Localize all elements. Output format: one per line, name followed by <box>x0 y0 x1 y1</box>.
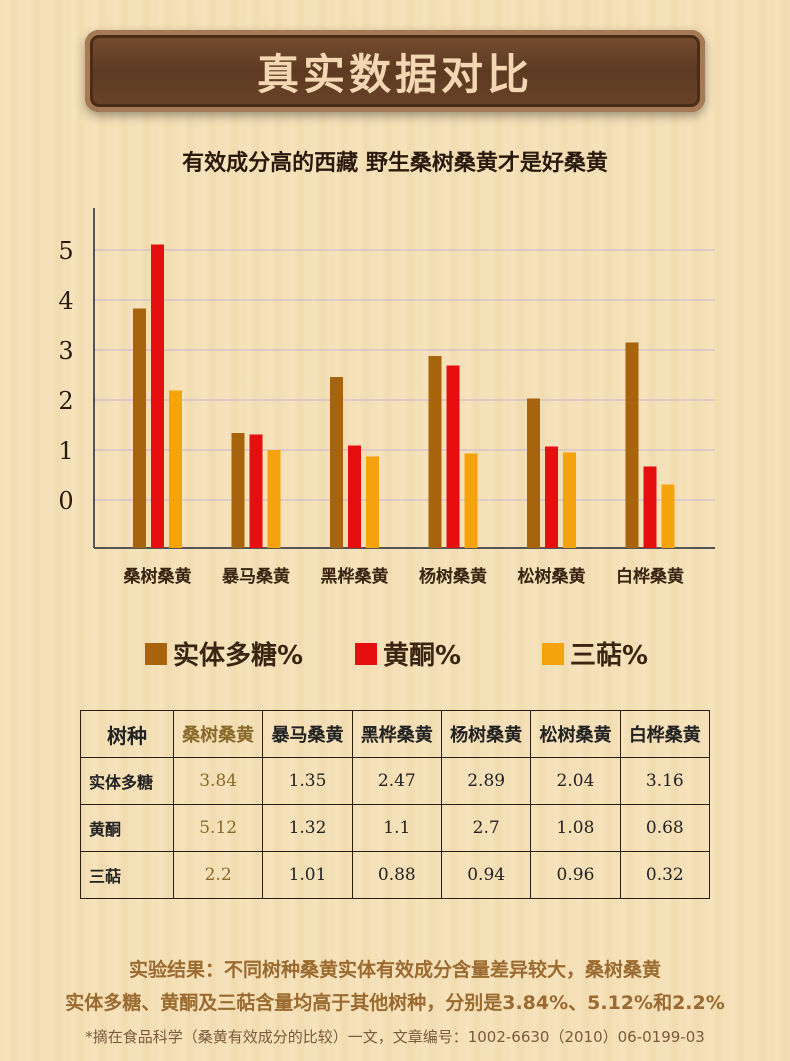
table-cell: 0.68 <box>619 804 711 852</box>
x-tick-label: 暴马桑黄 <box>221 566 290 587</box>
bar <box>348 445 361 548</box>
legend-item-flavone: 黄酮% <box>355 635 461 672</box>
table-row-label: 三萜 <box>80 851 174 899</box>
table-row-label: 黄酮 <box>80 804 174 852</box>
table-row: 黄酮 5.12 1.32 1.1 2.7 1.08 0.68 <box>80 804 711 852</box>
conclusion-line-1: 实验结果：不同树种桑黄实体有效成分含量差异较大，桑树桑黄 <box>128 959 661 981</box>
table-cell: 2.2 <box>172 851 264 899</box>
table-cell: 1.32 <box>262 804 353 852</box>
comparison-table: 树种 桑树桑黄 暴马桑黄 黑桦桑黄 杨树桑黄 松树桑黄 白桦桑黄 实体多糖 3.… <box>80 710 711 899</box>
bar <box>267 450 281 548</box>
table-header: 暴马桑黄 <box>262 710 353 758</box>
table-header: 杨树桑黄 <box>440 710 532 758</box>
bar <box>330 377 343 548</box>
y-tick-label: 3 <box>58 337 73 365</box>
x-tick-label: 桑树桑黄 <box>124 566 192 587</box>
title-banner: 真实数据对比 <box>85 30 705 112</box>
x-tick-label: 黑桦桑黄 <box>321 566 389 587</box>
bar <box>151 244 164 548</box>
bar <box>428 356 442 548</box>
bar <box>464 453 478 548</box>
table-cell: 0.32 <box>619 851 711 899</box>
table-row: 实体多糖 3.84 1.35 2.47 2.89 2.04 3.16 <box>80 757 711 805</box>
table-cell: 5.12 <box>172 804 264 852</box>
bar <box>231 433 245 548</box>
table-cell: 2.7 <box>440 804 532 852</box>
table-header-row: 树种 桑树桑黄 暴马桑黄 黑桦桑黄 杨树桑黄 松树桑黄 白桦桑黄 <box>80 710 711 758</box>
bar <box>661 484 675 548</box>
x-tick-label: 松树桑黄 <box>518 566 586 587</box>
table-cell: 3.84 <box>172 757 264 805</box>
table-cell: 2.04 <box>530 757 621 805</box>
conclusion-line-2: 实体多糖、黄酮及三萜含量均高于其他树种，分别是3.84%、5.12%和2.2% <box>65 992 725 1014</box>
chart-subtitle: 有效成分高的西藏 野生桑树桑黄才是好桑黄 <box>182 151 608 176</box>
table-cell: 1.08 <box>530 804 621 852</box>
page-title: 真实数据对比 <box>256 49 533 99</box>
table-cell: 0.88 <box>351 851 442 899</box>
table-header: 黑桦桑黄 <box>351 710 442 758</box>
table-corner-header: 树种 <box>80 710 174 758</box>
bar <box>625 342 639 548</box>
legend-swatch <box>355 642 377 665</box>
table-cell: 0.94 <box>440 851 532 899</box>
table-row: 三萜 2.2 1.01 0.88 0.94 0.96 0.32 <box>80 851 711 899</box>
table-header: 松树桑黄 <box>530 710 621 758</box>
bar <box>249 434 263 548</box>
table-cell: 1.35 <box>262 757 353 805</box>
table-row-label: 实体多糖 <box>80 757 174 805</box>
y-tick-label: 4 <box>58 287 73 315</box>
chart-legend: 实体多糖% 黄酮% 三萜% <box>0 635 790 675</box>
bar <box>366 456 379 548</box>
legend-label: 黄酮% <box>383 641 462 671</box>
table-cell: 1.01 <box>262 851 353 899</box>
legend-label: 三萜% <box>570 641 649 671</box>
legend-swatch <box>145 642 167 665</box>
table-header: 白桦桑黄 <box>619 710 711 758</box>
bar <box>563 452 576 548</box>
y-tick-label: 2 <box>58 387 73 415</box>
bar <box>446 365 460 548</box>
table-cell: 3.16 <box>619 757 711 805</box>
y-tick-label: 0 <box>58 487 73 515</box>
legend-item-triterpene: 三萜% <box>542 635 648 672</box>
table-cell: 2.89 <box>440 757 532 805</box>
y-tick-label: 1 <box>58 437 73 465</box>
bar-chart: 0 1 2 3 4 5 桑树桑黄 暴马桑黄 黑桦桑黄 杨树桑黄 松树桑黄 白桦桑黄 <box>58 208 715 587</box>
y-tick-label: 5 <box>58 237 73 265</box>
x-tick-label: 白桦桑黄 <box>616 566 684 587</box>
source-footnote: *摘在食品科学（桑黄有效成分的比较）一文，文章编号：1002-6630（2010… <box>85 1028 705 1046</box>
table-cell: 2.47 <box>351 757 442 805</box>
table-cell: 1.1 <box>351 804 442 852</box>
x-tick-label: 杨树桑黄 <box>419 566 487 587</box>
table-header: 桑树桑黄 <box>172 710 264 758</box>
legend-item-polysaccharide: 实体多糖% <box>145 635 303 672</box>
bar <box>545 446 558 548</box>
bar <box>169 390 182 548</box>
table-cell: 0.96 <box>530 851 621 899</box>
legend-swatch <box>542 642 564 665</box>
bar <box>527 398 540 548</box>
bar <box>643 466 657 548</box>
bar <box>133 308 146 548</box>
legend-label: 实体多糖% <box>173 641 304 671</box>
